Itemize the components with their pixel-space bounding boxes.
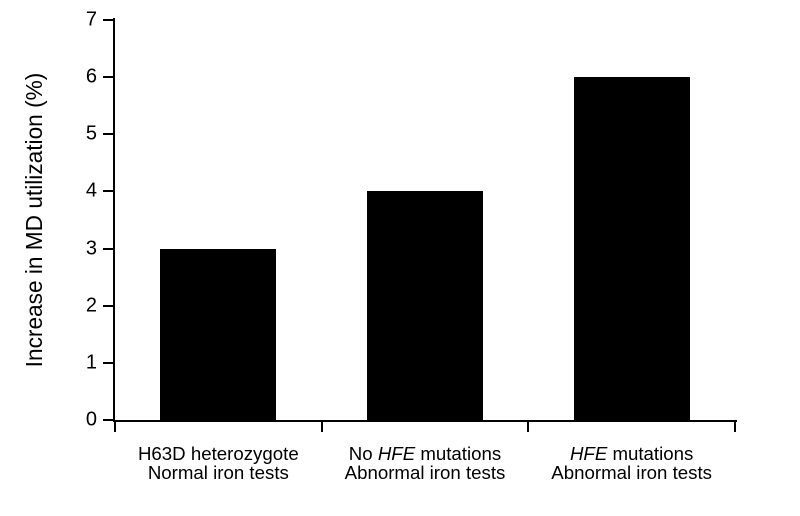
x-tick: [734, 422, 736, 432]
y-tick: [103, 248, 113, 250]
bar: [574, 77, 690, 420]
y-tick-label: 4: [73, 180, 97, 203]
x-tick: [527, 422, 529, 432]
y-axis-title: Increase in MD utilization (%): [21, 73, 48, 368]
y-tick-label: 1: [73, 351, 97, 374]
y-tick-label: 6: [73, 66, 97, 89]
y-tick: [103, 305, 113, 307]
y-tick-label: 2: [73, 294, 97, 317]
y-tick-label: 3: [73, 237, 97, 260]
x-category-label: H63D heterozygoteNormal iron tests: [118, 444, 318, 482]
y-tick-label: 7: [73, 9, 97, 32]
y-tick-label: 0: [73, 409, 97, 432]
x-category-label: No HFE mutationsAbnormal iron tests: [325, 444, 525, 482]
y-tick: [103, 190, 113, 192]
bar: [367, 191, 483, 420]
y-tick: [103, 76, 113, 78]
y-tick: [103, 133, 113, 135]
bar: [160, 249, 276, 420]
plot-area: 01234567H63D heterozygoteNormal iron tes…: [115, 20, 735, 420]
y-tick: [103, 362, 113, 364]
y-axis-line: [113, 18, 115, 422]
y-tick: [103, 419, 113, 421]
x-axis-line: [113, 420, 737, 422]
y-tick: [103, 19, 113, 21]
x-tick: [321, 422, 323, 432]
figure: 0 1 2 3 4 5 6 7 H63D heterozygoteNormal iron tes…: [0, 0, 800, 516]
x-tick: [114, 422, 116, 432]
x-category-label: HFE mutationsAbnormal iron tests: [532, 444, 732, 482]
y-tick-label: 5: [73, 123, 97, 146]
